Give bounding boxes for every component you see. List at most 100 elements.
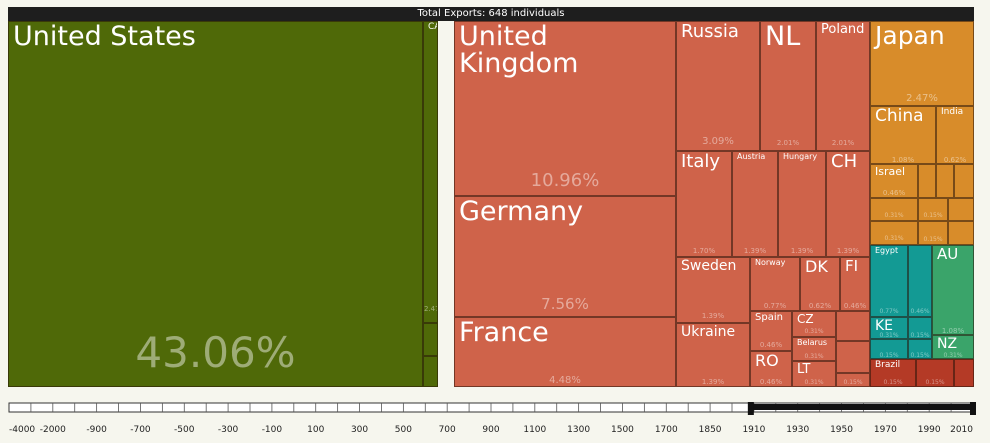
tile-hungary[interactable]: Hungary 1.39%: [778, 151, 826, 257]
tile-israel[interactable]: Israel 0.46%: [870, 164, 918, 198]
tile-label: Austria: [737, 152, 766, 161]
tile-percent: 1.39%: [701, 312, 725, 320]
tile-tile-32[interactable]: [936, 164, 954, 198]
tile-percent: 0.31%: [804, 353, 824, 360]
tile-percent: 0.31%: [804, 379, 824, 386]
tile-tile-46[interactable]: 0.15%: [908, 339, 932, 359]
tile-norway[interactable]: Norway 0.77%: [750, 257, 800, 311]
timeline-tick-label: 1700: [655, 425, 678, 435]
tile-tile-26[interactable]: 0.15%: [836, 373, 870, 387]
tile-label: KE: [875, 318, 894, 334]
tile-tile-25[interactable]: [836, 341, 870, 373]
tile-united-states[interactable]: United States 43.06%: [8, 21, 423, 387]
tile-tile-31[interactable]: [918, 164, 936, 198]
tile-label: Sweden: [681, 258, 737, 274]
tile-percent: 1.70%: [692, 247, 716, 255]
tile-sweden[interactable]: Sweden 1.39%: [676, 257, 750, 323]
tile-label: CZ: [797, 312, 814, 326]
timeline-tick-label: 1300: [567, 425, 590, 435]
tile-spain[interactable]: Spain 0.46%: [750, 311, 792, 351]
tile-label: RO: [755, 351, 779, 370]
timeline-tick-label: -2000: [40, 425, 66, 435]
timeline-tick-label: 500: [395, 425, 412, 435]
timeline-end-handle[interactable]: [970, 402, 976, 415]
tile-label: China: [875, 106, 924, 126]
tile-egypt[interactable]: Egypt 0.77%: [870, 245, 908, 317]
timeline-tick-label: -100: [262, 425, 283, 435]
tile-percent: 2.47%: [906, 93, 938, 104]
tile-tile-33[interactable]: [954, 164, 974, 198]
tile-germany[interactable]: Germany 7.56%: [454, 196, 676, 317]
timeline-slider[interactable]: -4000 -2000 -900 -700 -500 -300 -100 100 300 500 7…: [0, 395, 990, 443]
tile-tile-39[interactable]: 0.31%: [870, 221, 918, 245]
tile-percent: 0.15%: [925, 379, 945, 386]
timeline-tick-label: 1500: [611, 425, 634, 435]
timeline-tick-label: 1950: [830, 425, 853, 435]
tile-label: Ukraine: [681, 324, 736, 340]
tile-nz[interactable]: NZ 0.31%: [932, 335, 974, 359]
tile-cz[interactable]: CZ 0.31%: [792, 311, 836, 337]
tile-label: Egypt: [875, 246, 899, 255]
tile-tile-50[interactable]: 0.15%: [916, 359, 954, 387]
tile-tile-3[interactable]: [423, 356, 438, 387]
tile-percent: 0.31%: [884, 212, 904, 219]
chart-title: Total Exports: 648 individuals: [8, 7, 974, 21]
tile-tile-2[interactable]: [423, 323, 438, 356]
tile-percent: 0.15%: [843, 379, 863, 386]
tile-tile-35[interactable]: 0.15%: [918, 198, 948, 221]
tile-belarus[interactable]: Belarus 0.31%: [792, 337, 836, 361]
tile-percent: 2.01%: [776, 139, 800, 147]
timeline-tick-label: 1930: [786, 425, 809, 435]
tile-tile-37[interactable]: 0.15%: [918, 221, 948, 245]
tile-brazil[interactable]: Brazil 0.15%: [870, 359, 916, 387]
tile-ro[interactable]: RO 0.46%: [750, 351, 792, 387]
timeline-tick-label: -700: [130, 425, 151, 435]
tile-percent: 0.15%: [923, 236, 943, 243]
tile-percent: 0.46%: [759, 341, 783, 349]
tile-percent: 0.62%: [808, 302, 832, 310]
timeline-tick-label: 900: [482, 425, 499, 435]
tile-tile-36[interactable]: [948, 198, 974, 221]
tile-label: United Kingdom: [459, 21, 579, 79]
tile-au[interactable]: AU 1.08%: [932, 245, 974, 335]
tile-tile-44[interactable]: 0.15%: [908, 317, 932, 339]
tile-tile-24[interactable]: [836, 311, 870, 341]
tile-tile-51[interactable]: [954, 359, 974, 387]
tile-fi[interactable]: FI 0.46%: [840, 257, 870, 311]
tile-percent: 0.31%: [879, 332, 899, 339]
timeline-selected-range[interactable]: [750, 404, 973, 410]
tile-austria[interactable]: Austria 1.39%: [732, 151, 778, 257]
tile-tile-42[interactable]: 0.46%: [908, 245, 932, 317]
tile-label: India: [941, 107, 964, 117]
tile-russia[interactable]: Russia 3.09%: [676, 21, 760, 151]
tile-nl[interactable]: NL 2.01%: [760, 21, 816, 151]
tile-percent: 2.01%: [831, 139, 855, 147]
treemap: United States 43.06% CA 2.47% United Kingdom…: [8, 21, 974, 387]
timeline-start-handle[interactable]: [747, 402, 754, 415]
tile-ch[interactable]: CH 1.39%: [826, 151, 870, 257]
tile-percent: 0.46%: [843, 302, 867, 310]
tile-percent: 0.46%: [759, 378, 783, 386]
tile-ke[interactable]: KE 0.31%: [870, 317, 908, 339]
timeline-tick-label: 700: [439, 425, 456, 435]
tile-lt[interactable]: LT 0.31%: [792, 361, 836, 387]
tile-percent: 1.39%: [836, 247, 860, 255]
tile-tile-45[interactable]: 0.15%: [870, 339, 908, 359]
tile-japan[interactable]: Japan 2.47%: [870, 21, 974, 106]
tile-india[interactable]: India 0.62%: [936, 106, 974, 164]
tile-france[interactable]: France 4.48%: [454, 317, 676, 387]
tile-label: CA: [428, 22, 437, 32]
tile-tile-34[interactable]: 0.31%: [870, 198, 918, 221]
tile-percent: 0.46%: [882, 189, 906, 197]
tile-dk[interactable]: DK 0.62%: [800, 257, 840, 311]
tile-tile-38[interactable]: [948, 221, 974, 245]
tile-united-kingdom[interactable]: United Kingdom 10.96%: [454, 21, 676, 196]
tile-china[interactable]: China 1.08%: [870, 106, 936, 164]
timeline-tick-label: 100: [307, 425, 324, 435]
tile-label: LT: [797, 362, 811, 377]
tile-poland[interactable]: Poland 2.01%: [816, 21, 870, 151]
tile-ukraine[interactable]: Ukraine 1.39%: [676, 323, 750, 387]
tile-italy[interactable]: Italy 1.70%: [676, 151, 732, 257]
tile-ca[interactable]: CA 2.47%: [423, 21, 438, 323]
tile-percent: 0.62%: [943, 156, 967, 164]
